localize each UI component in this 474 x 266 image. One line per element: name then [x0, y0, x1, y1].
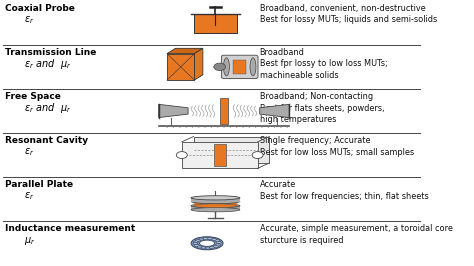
Text: Free Space: Free Space: [5, 92, 61, 101]
Text: Broadband, convenient, non-destructive
Best for lossy MUTs; liquids and semi-sol: Broadband, convenient, non-destructive B…: [260, 4, 437, 24]
Text: Resonant Cavity: Resonant Cavity: [5, 136, 88, 145]
Ellipse shape: [194, 244, 199, 247]
Ellipse shape: [200, 240, 215, 246]
Ellipse shape: [193, 204, 237, 208]
Text: $\varepsilon_r$ and  $\mu_r$: $\varepsilon_r$ and $\mu_r$: [24, 101, 71, 115]
Circle shape: [252, 152, 263, 159]
Ellipse shape: [250, 58, 256, 76]
Circle shape: [176, 152, 187, 159]
Text: Broadband
Best fpr lossy to low loss MUTs;
machineable solids: Broadband Best fpr lossy to low loss MUT…: [260, 48, 387, 80]
Text: Single frequency; Accurate
Best for low loss MUTs; small samples: Single frequency; Accurate Best for low …: [260, 136, 414, 157]
FancyBboxPatch shape: [191, 198, 240, 202]
Circle shape: [214, 63, 226, 70]
Ellipse shape: [213, 246, 219, 248]
Ellipse shape: [201, 247, 206, 249]
Ellipse shape: [203, 238, 208, 240]
Ellipse shape: [191, 200, 240, 204]
Ellipse shape: [211, 238, 217, 240]
Ellipse shape: [216, 241, 221, 243]
Ellipse shape: [224, 58, 229, 76]
Ellipse shape: [191, 196, 240, 200]
Polygon shape: [194, 48, 203, 80]
Ellipse shape: [195, 239, 201, 241]
Ellipse shape: [205, 247, 210, 249]
FancyBboxPatch shape: [191, 206, 240, 210]
Ellipse shape: [193, 200, 237, 203]
Ellipse shape: [191, 237, 223, 250]
Ellipse shape: [216, 244, 221, 246]
FancyBboxPatch shape: [233, 60, 246, 74]
Ellipse shape: [197, 246, 202, 248]
Ellipse shape: [215, 240, 219, 242]
Text: Accurate, simple measurement, a toroidal core
sturcture is required: Accurate, simple measurement, a toroidal…: [260, 225, 453, 245]
Ellipse shape: [191, 208, 240, 212]
FancyBboxPatch shape: [214, 144, 226, 166]
Ellipse shape: [199, 238, 204, 240]
Text: Accurate
Best for low frequencies; thin, flat sheets: Accurate Best for low frequencies; thin,…: [260, 180, 428, 201]
Text: Coaxial Probe: Coaxial Probe: [5, 4, 75, 13]
FancyBboxPatch shape: [221, 55, 258, 78]
Polygon shape: [167, 54, 194, 80]
FancyBboxPatch shape: [193, 202, 237, 206]
Ellipse shape: [191, 204, 240, 208]
Polygon shape: [159, 104, 188, 118]
Ellipse shape: [208, 238, 212, 240]
Polygon shape: [193, 136, 269, 163]
Text: Transmission Line: Transmission Line: [5, 48, 96, 57]
Text: Broadband; Non-contacting
Best for flats sheets, powders,
high temperatures: Broadband; Non-contacting Best for flats…: [260, 92, 384, 124]
Polygon shape: [182, 142, 257, 168]
Text: $\varepsilon_r$: $\varepsilon_r$: [24, 147, 34, 158]
Ellipse shape: [210, 247, 215, 249]
Text: $\varepsilon_r$: $\varepsilon_r$: [24, 14, 34, 26]
Ellipse shape: [193, 243, 198, 245]
Ellipse shape: [193, 241, 198, 243]
FancyBboxPatch shape: [193, 14, 237, 33]
Text: $\varepsilon_r$ and  $\mu_r$: $\varepsilon_r$ and $\mu_r$: [24, 57, 71, 71]
Polygon shape: [260, 104, 289, 118]
Text: Parallel Plate: Parallel Plate: [5, 180, 73, 189]
Text: $\varepsilon_r$: $\varepsilon_r$: [24, 191, 34, 202]
Text: Inductance measurement: Inductance measurement: [5, 225, 135, 233]
Polygon shape: [167, 48, 203, 54]
FancyBboxPatch shape: [220, 98, 228, 124]
Text: $\mu_r$: $\mu_r$: [24, 235, 35, 247]
